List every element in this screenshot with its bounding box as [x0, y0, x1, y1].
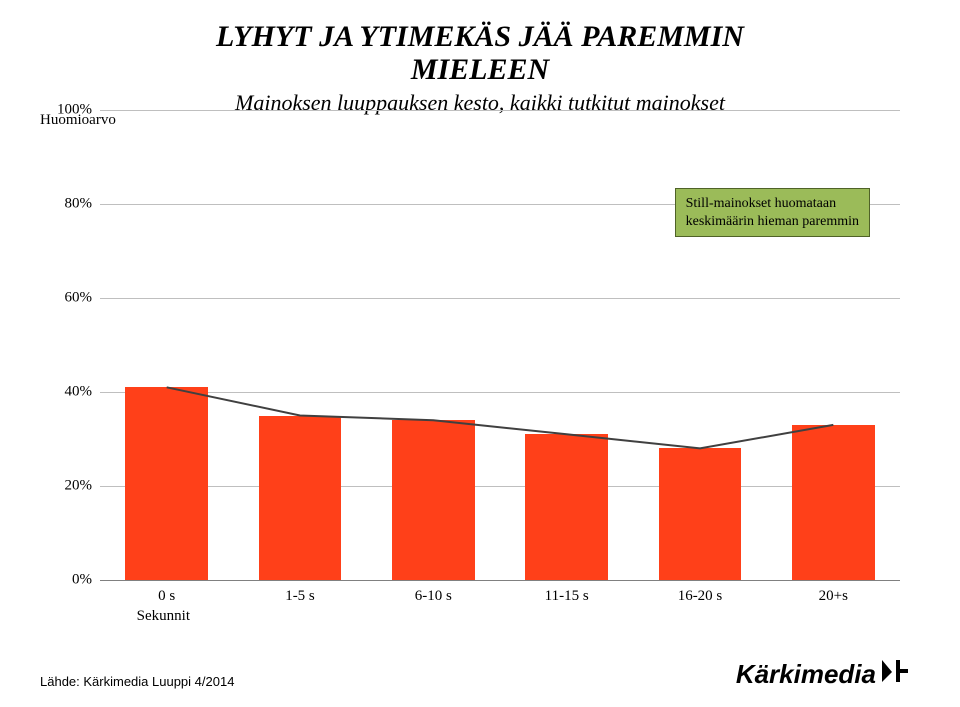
bar-slot: 35%1-5 s — [233, 110, 366, 580]
bar-slot: 41%0 s — [100, 110, 233, 580]
x-tick-label: 16-20 s — [633, 588, 766, 605]
bar — [792, 425, 875, 580]
y-tick-label: 20% — [48, 478, 92, 495]
bar-slot: 33%20+s — [767, 110, 900, 580]
bar-slot: 31%11-15 s — [500, 110, 633, 580]
bar-value-label: 33% — [767, 0, 900, 105]
logo-word: Kärkimedia — [736, 659, 876, 690]
logo: Kärkimedia — [736, 658, 910, 691]
x-tick-label: 11-15 s — [500, 588, 633, 605]
bar — [525, 434, 608, 580]
x-tick-label: 0 s — [100, 588, 233, 605]
bar — [259, 416, 342, 581]
x-tick-label: 1-5 s — [233, 588, 366, 605]
x-tick-label: 20+s — [767, 588, 900, 605]
y-tick-label: 80% — [48, 196, 92, 213]
bar-value-label: 41% — [100, 0, 233, 105]
chart-area: 0%20%40%60%80%100%41%0 s35%1-5 s34%6-10 … — [100, 110, 900, 580]
gridline — [100, 580, 900, 581]
x-tick-label: 6-10 s — [367, 588, 500, 605]
bar — [659, 448, 742, 580]
bar-value-label: 31% — [500, 0, 633, 105]
source-footer: Lähde: Kärkimedia Luuppi 4/2014 — [40, 674, 234, 689]
bar — [392, 420, 475, 580]
bar-value-label: 28% — [633, 0, 766, 105]
bar-value-label: 34% — [367, 0, 500, 105]
bar-value-label: 35% — [233, 0, 366, 105]
y-tick-label: 100% — [48, 102, 92, 119]
y-tick-label: 60% — [48, 290, 92, 307]
logo-text: Kärkimedia — [736, 658, 910, 691]
plot: 0%20%40%60%80%100%41%0 s35%1-5 s34%6-10 … — [100, 110, 900, 580]
bar-slot: 34%6-10 s — [367, 110, 500, 580]
slide-root: LYHYT JA YTIMEKÄS JÄÄ PAREMMIN MIELEEN M… — [0, 0, 960, 707]
y-tick-label: 0% — [48, 572, 92, 589]
y-tick-label: 40% — [48, 384, 92, 401]
logo-icon — [880, 658, 910, 691]
callout-box: Still-mainokset huomataan keskimäärin hi… — [675, 188, 870, 237]
callout-line2: keskimäärin hieman paremmin — [686, 214, 859, 229]
x-axis-title: Sekunnit — [137, 608, 190, 625]
bar — [125, 387, 208, 580]
callout-line1: Still-mainokset huomataan — [686, 196, 836, 211]
bar-slot: 28%16-20 s — [633, 110, 766, 580]
